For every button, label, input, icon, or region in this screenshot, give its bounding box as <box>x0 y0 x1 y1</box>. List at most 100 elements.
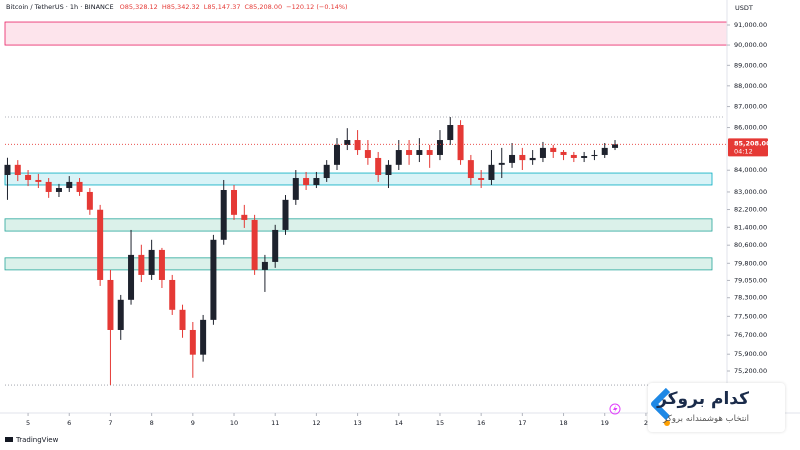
candle-body <box>117 299 124 330</box>
candle-body <box>189 329 196 355</box>
symbol: Bitcoin / TetherUS · 1h · BINANCE <box>6 3 114 11</box>
candle-body <box>220 189 227 240</box>
y-tick-label: 87,000.00 <box>734 103 767 111</box>
last-price-tag <box>728 138 768 157</box>
y-tick-label: 77,500.00 <box>734 312 767 320</box>
zone <box>4 257 713 271</box>
x-tick-label: 15 <box>436 419 444 427</box>
header: Bitcoin / TetherUS · 1h · BINANCE O85,32… <box>6 3 348 11</box>
candle-body <box>591 154 598 157</box>
countdown: 04:12 <box>734 147 753 155</box>
zone <box>4 21 728 46</box>
x-tick-label: 5 <box>26 419 30 427</box>
zone <box>4 218 713 232</box>
watermark-logo <box>651 388 671 426</box>
header-value: −120.12 (−0.14%) <box>286 3 347 11</box>
candle-body <box>395 150 402 165</box>
candle-body <box>354 140 361 151</box>
currency-label: USDT <box>735 4 753 12</box>
candle-body <box>313 178 320 185</box>
y-tick-label: 88,000.00 <box>734 82 767 90</box>
candle-body <box>519 154 526 161</box>
candle-body <box>539 147 546 158</box>
candle-body <box>210 239 217 320</box>
candle-body <box>45 181 52 192</box>
candle-body <box>529 157 536 161</box>
candle-body <box>426 150 433 155</box>
candle-body <box>241 214 248 220</box>
x-tick-label: 14 <box>395 419 403 427</box>
y-tick-label: 82,200.00 <box>734 206 767 214</box>
x-tick-label: 10 <box>230 419 238 427</box>
candle-body <box>488 164 495 180</box>
candle-body <box>128 254 135 300</box>
candle-body <box>76 181 83 192</box>
candle-body <box>55 188 62 192</box>
y-tick-label: 75,900.00 <box>734 350 767 358</box>
flash-icon[interactable] <box>609 403 621 415</box>
x-tick-label: 12 <box>312 419 320 427</box>
candle-body <box>138 254 145 275</box>
candle-body <box>385 164 392 175</box>
header-value: L85,147.37 <box>204 3 241 11</box>
zone <box>4 172 713 186</box>
candle-body <box>333 144 340 165</box>
candle-body <box>570 154 577 158</box>
y-tick-label: 81,400.00 <box>734 223 767 231</box>
candle-body <box>509 154 516 163</box>
candle-body <box>4 164 11 175</box>
x-tick-label: 17 <box>518 419 526 427</box>
watermark: کدام بروکر انتخاب هوشمندانه بروکر <box>648 383 785 432</box>
y-tick-label: 79,050.00 <box>734 276 767 284</box>
logo-icon <box>5 437 13 442</box>
candle-body <box>375 157 382 175</box>
x-tick-label: 18 <box>559 419 567 427</box>
x-tick-label: 11 <box>271 419 279 427</box>
candle-body <box>200 319 207 355</box>
y-tick-label: 84,000.00 <box>734 166 767 174</box>
candle-body <box>14 164 21 175</box>
y-tick-label: 79,800.00 <box>734 259 767 267</box>
candle-body <box>97 209 104 280</box>
candle-body <box>467 160 474 179</box>
header-value: H85,342.32 <box>162 3 200 11</box>
candle-body <box>581 156 588 158</box>
candle-body <box>344 140 351 145</box>
candle-body <box>148 249 155 275</box>
candle-body <box>261 261 268 270</box>
candle-body <box>25 174 32 180</box>
candle-body <box>251 219 258 270</box>
candle-body <box>550 147 557 152</box>
y-tick-label: 90,000.00 <box>734 41 767 49</box>
y-tick-label: 75,200.00 <box>734 367 767 375</box>
candle-body <box>406 150 413 155</box>
candle-body <box>447 125 454 141</box>
header-value: O85,328.12 <box>120 3 158 11</box>
x-tick-label: 6 <box>67 419 71 427</box>
candle-body <box>364 150 371 158</box>
footer-logo: TradingView <box>5 436 59 444</box>
candle-body <box>498 162 505 165</box>
last-price-label: 85,208.00 <box>734 139 771 147</box>
candle-body <box>436 140 443 155</box>
candle-body <box>292 178 299 200</box>
candle-body <box>86 191 93 210</box>
candle-body <box>282 199 289 230</box>
candle-body <box>66 181 73 189</box>
x-tick-label: 19 <box>601 419 609 427</box>
x-tick-label: 13 <box>353 419 361 427</box>
x-tick-label: 2 <box>644 419 648 427</box>
candle-body <box>303 178 310 185</box>
candle-body <box>601 147 608 155</box>
x-tick-label: 7 <box>108 419 112 427</box>
y-tick-label: 86,000.00 <box>734 124 767 132</box>
y-tick-label: 76,700.00 <box>734 331 767 339</box>
candle-body <box>457 125 464 161</box>
logo-text: TradingView <box>15 436 59 444</box>
candle-body <box>107 279 114 330</box>
candle-body <box>169 279 176 310</box>
x-tick-label: 9 <box>191 419 195 427</box>
x-tick-label: 8 <box>150 419 154 427</box>
y-tick-label: 80,600.00 <box>734 241 767 249</box>
